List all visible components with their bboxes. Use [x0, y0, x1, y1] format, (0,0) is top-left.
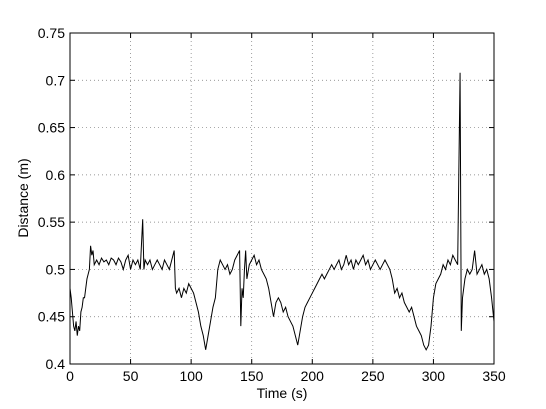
y-tick-label: 0.45 — [38, 309, 65, 325]
plot-frame — [69, 32, 495, 365]
data-line — [69, 72, 495, 351]
x-tick-label: 0 — [66, 368, 74, 384]
y-tick-label: 0.75 — [38, 25, 65, 41]
y-tick-label: 0.55 — [38, 214, 65, 230]
y-tick-label: 0.7 — [46, 72, 66, 88]
x-tick-label: 300 — [422, 368, 446, 384]
x-tick-label: 250 — [361, 368, 385, 384]
y-tick-label: 0.65 — [38, 120, 65, 136]
x-tick-label: 150 — [240, 368, 264, 384]
x-tick-label: 200 — [301, 368, 325, 384]
x-tick-label: 50 — [123, 368, 139, 384]
y-tick-label: 0.5 — [46, 261, 66, 277]
y-tick-label: 0.4 — [46, 356, 66, 372]
y-axis-label: Distance (m) — [15, 158, 31, 237]
y-tick-label: 0.6 — [46, 167, 66, 183]
x-tick-label: 350 — [482, 368, 506, 384]
x-axis-label: Time (s) — [257, 385, 308, 401]
x-tick-label: 100 — [179, 368, 203, 384]
